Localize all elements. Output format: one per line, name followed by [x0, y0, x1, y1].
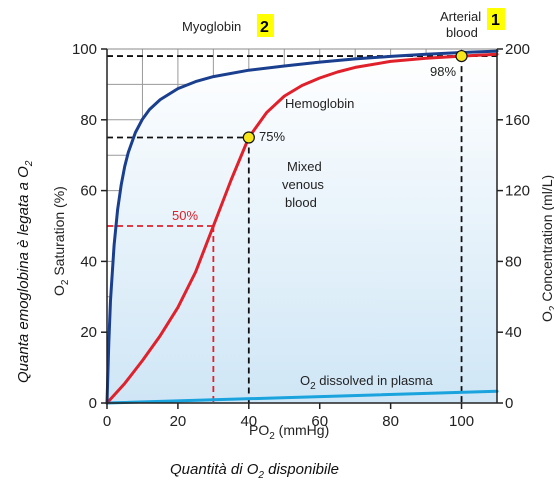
y-tick-label: 20 [80, 324, 97, 341]
x-tick-label: 40 [240, 413, 257, 430]
arterial-label-line2: blood [446, 25, 478, 40]
x-tick-label: 60 [311, 413, 328, 430]
pct-50-label: 50% [172, 208, 198, 223]
series-line-hemoglobin [105, 52, 499, 405]
y2-tick-label: 200 [505, 41, 530, 58]
curve-area-fill [107, 51, 497, 403]
y2-tick-label: 80 [505, 253, 522, 270]
y-tick-label: 100 [72, 41, 97, 58]
plasma-label-sub: 2 [310, 381, 316, 392]
outer-bottom-label: Quantità di O2 disponibile [170, 461, 339, 481]
y-tick-label: 80 [80, 112, 97, 129]
badge-1-highlight [487, 8, 505, 30]
x-tick-label: 100 [449, 413, 474, 430]
myoglobin-label: Myoglobin [182, 19, 241, 34]
mixed-venous-line3: blood [285, 195, 317, 210]
y2-tick-label: 160 [505, 112, 530, 129]
hemoglobin-label: Hemoglobin [285, 96, 354, 111]
y-axis-title-right: O2 Concentration (ml/L) [539, 175, 554, 322]
tick-labels: 0 20 40 60 80 100 0 20 40 60 80 100 0 40 80 120 160 200 [72, 41, 530, 430]
pct-75-label: 75% [259, 129, 285, 144]
outer-left-label: Quanta emoglobina è legata a O2 [15, 160, 35, 383]
x-axis-title: PO2 (mmHg) [249, 422, 329, 442]
mixed-venous-line1: Mixed [287, 159, 322, 174]
y2-tick-label: 120 [505, 183, 530, 200]
pct-98-label: 98% [430, 64, 456, 79]
mixed-venous-line2: venous [282, 177, 324, 192]
reference-markers [242, 49, 468, 144]
y-tick-label: 60 [80, 183, 97, 200]
series-line-myoglobin [105, 49, 499, 405]
y-tick-label: 40 [80, 253, 97, 270]
point-marker-venous [242, 131, 255, 144]
point-marker-arterial [455, 49, 468, 63]
badge-1-text: 1 [491, 12, 500, 29]
x-tick-label: 0 [103, 413, 111, 430]
y-tick-label: 0 [89, 395, 97, 412]
badge-2-text: 2 [260, 19, 269, 36]
plot-frame [101, 48, 503, 409]
y2-tick-label: 40 [505, 324, 522, 341]
series-lines [105, 49, 499, 405]
arterial-label-line1: Arterial [440, 9, 481, 24]
series-line-o2-dissolved-in-plasma [105, 389, 499, 405]
x-tick-label: 80 [382, 413, 399, 430]
badge-2-highlight [257, 14, 274, 37]
area-under-curve [107, 51, 497, 403]
y2-tick-label: 0 [505, 395, 513, 412]
x-tick-label: 20 [170, 413, 187, 430]
y-axis-title-left: O2 Saturation (%) [51, 186, 71, 296]
plasma-label: O2 dissolved in plasma [300, 373, 434, 392]
